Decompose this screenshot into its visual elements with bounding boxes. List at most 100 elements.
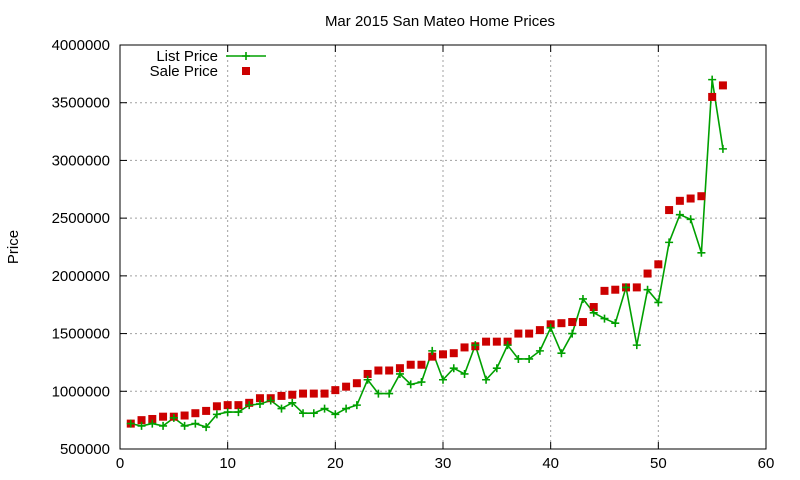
sale-price-point [492, 337, 501, 346]
sale-price-point [223, 401, 232, 410]
y-tick-label: 3000000 [52, 152, 110, 169]
sale-price-point [632, 283, 641, 292]
sale-price-point [342, 382, 351, 391]
list-price-point [288, 398, 297, 407]
sale-price-point [482, 337, 491, 346]
y-axis-label: Price [5, 230, 22, 264]
grid-lines [120, 45, 766, 449]
legend-marker-sale [242, 67, 250, 75]
y-tick-label: 1000000 [52, 383, 110, 400]
sale-price-point [718, 81, 727, 90]
list-price-point [342, 404, 351, 413]
sale-price-point [277, 391, 286, 400]
y-tick-label: 2500000 [52, 210, 110, 227]
list-price-point [600, 314, 609, 323]
list-price-point [277, 404, 286, 413]
sale-price-point [320, 389, 329, 398]
list-price-point [449, 364, 458, 373]
sale-price-point [202, 406, 211, 415]
sale-price-point [137, 416, 146, 425]
sale-price-point [180, 411, 189, 420]
sale-price-point [449, 349, 458, 358]
sale-price-point [212, 402, 221, 411]
list-price-point [514, 354, 523, 363]
x-tick-label: 20 [327, 455, 344, 472]
y-tick-label: 4000000 [52, 37, 110, 54]
list-price-point [169, 413, 178, 422]
legend-label-list: List Price [156, 48, 218, 65]
list-price-point [589, 308, 598, 317]
sale-price-point [363, 369, 372, 378]
sale-price-point [234, 401, 243, 410]
y-tick-label: 1500000 [52, 326, 110, 343]
list-price-point [718, 144, 727, 153]
sale-price-point [600, 286, 609, 295]
list-price-point [439, 375, 447, 384]
list-price-point [255, 399, 264, 408]
sale-price-point [697, 192, 706, 201]
list-price-point [212, 410, 221, 419]
x-tick-label: 60 [758, 455, 775, 472]
sale-price-point [255, 394, 264, 403]
list-price-point [578, 294, 587, 303]
list-price-point [202, 423, 211, 432]
list-price-point [234, 408, 243, 417]
series-layer [126, 75, 727, 432]
y-tick-label: 3500000 [52, 95, 110, 112]
sale-price-point [686, 194, 695, 203]
list-price-point [180, 421, 189, 430]
x-tick-label: 40 [542, 455, 559, 472]
sale-price-point [288, 390, 297, 399]
list-price-point [697, 248, 706, 257]
sale-price-point [568, 318, 577, 327]
sale-price-point [708, 92, 717, 101]
list-price-point [632, 341, 641, 350]
list-price-point [395, 369, 404, 378]
legend-label-sale: Sale Price [150, 63, 218, 80]
list-price-point [492, 364, 501, 373]
sale-price-point [299, 389, 308, 398]
list-price-point [352, 401, 361, 410]
x-tick-label: 50 [650, 455, 667, 472]
sale-price-point [589, 303, 598, 312]
sale-price-point [654, 260, 663, 269]
sale-price-point [525, 329, 534, 338]
list-price-point [535, 346, 544, 355]
sale-price-point [406, 360, 415, 369]
list-price-point [482, 375, 491, 384]
list-price-point [309, 409, 318, 418]
list-price-point [223, 408, 232, 417]
list-price-point [525, 354, 534, 363]
list-price-point [331, 410, 340, 419]
sale-price-point [148, 414, 157, 423]
list-price-point [654, 298, 663, 307]
list-price-point [148, 419, 157, 428]
list-price-point [460, 369, 469, 378]
sale-price-point [309, 389, 318, 398]
list-price-point [546, 323, 555, 332]
list-price-point [245, 401, 254, 410]
sale-price-point [514, 329, 523, 338]
y-tick-labels: 500000 1000000 1500000 2000000 2500000 300000… [52, 37, 110, 458]
sale-price-point [611, 285, 620, 294]
list-price-point [159, 421, 168, 430]
sale-price-point [374, 366, 383, 375]
x-tick-label: 30 [435, 455, 452, 472]
list-price-point [126, 419, 135, 428]
list-price-point [320, 404, 329, 413]
sale-price-point [557, 319, 566, 328]
y-tick-label: 2000000 [52, 268, 110, 285]
list-price-point [385, 389, 394, 398]
sale-price-point [665, 206, 674, 215]
list-price-point [675, 210, 684, 219]
sale-price-point [395, 364, 404, 373]
list-price-point [374, 389, 383, 398]
list-price-point [611, 319, 620, 328]
sale-price-point [428, 352, 437, 361]
list-price-point [428, 346, 437, 355]
list-price-point [417, 378, 426, 387]
list-price-line [130, 79, 724, 428]
sale-price-point [578, 318, 587, 327]
